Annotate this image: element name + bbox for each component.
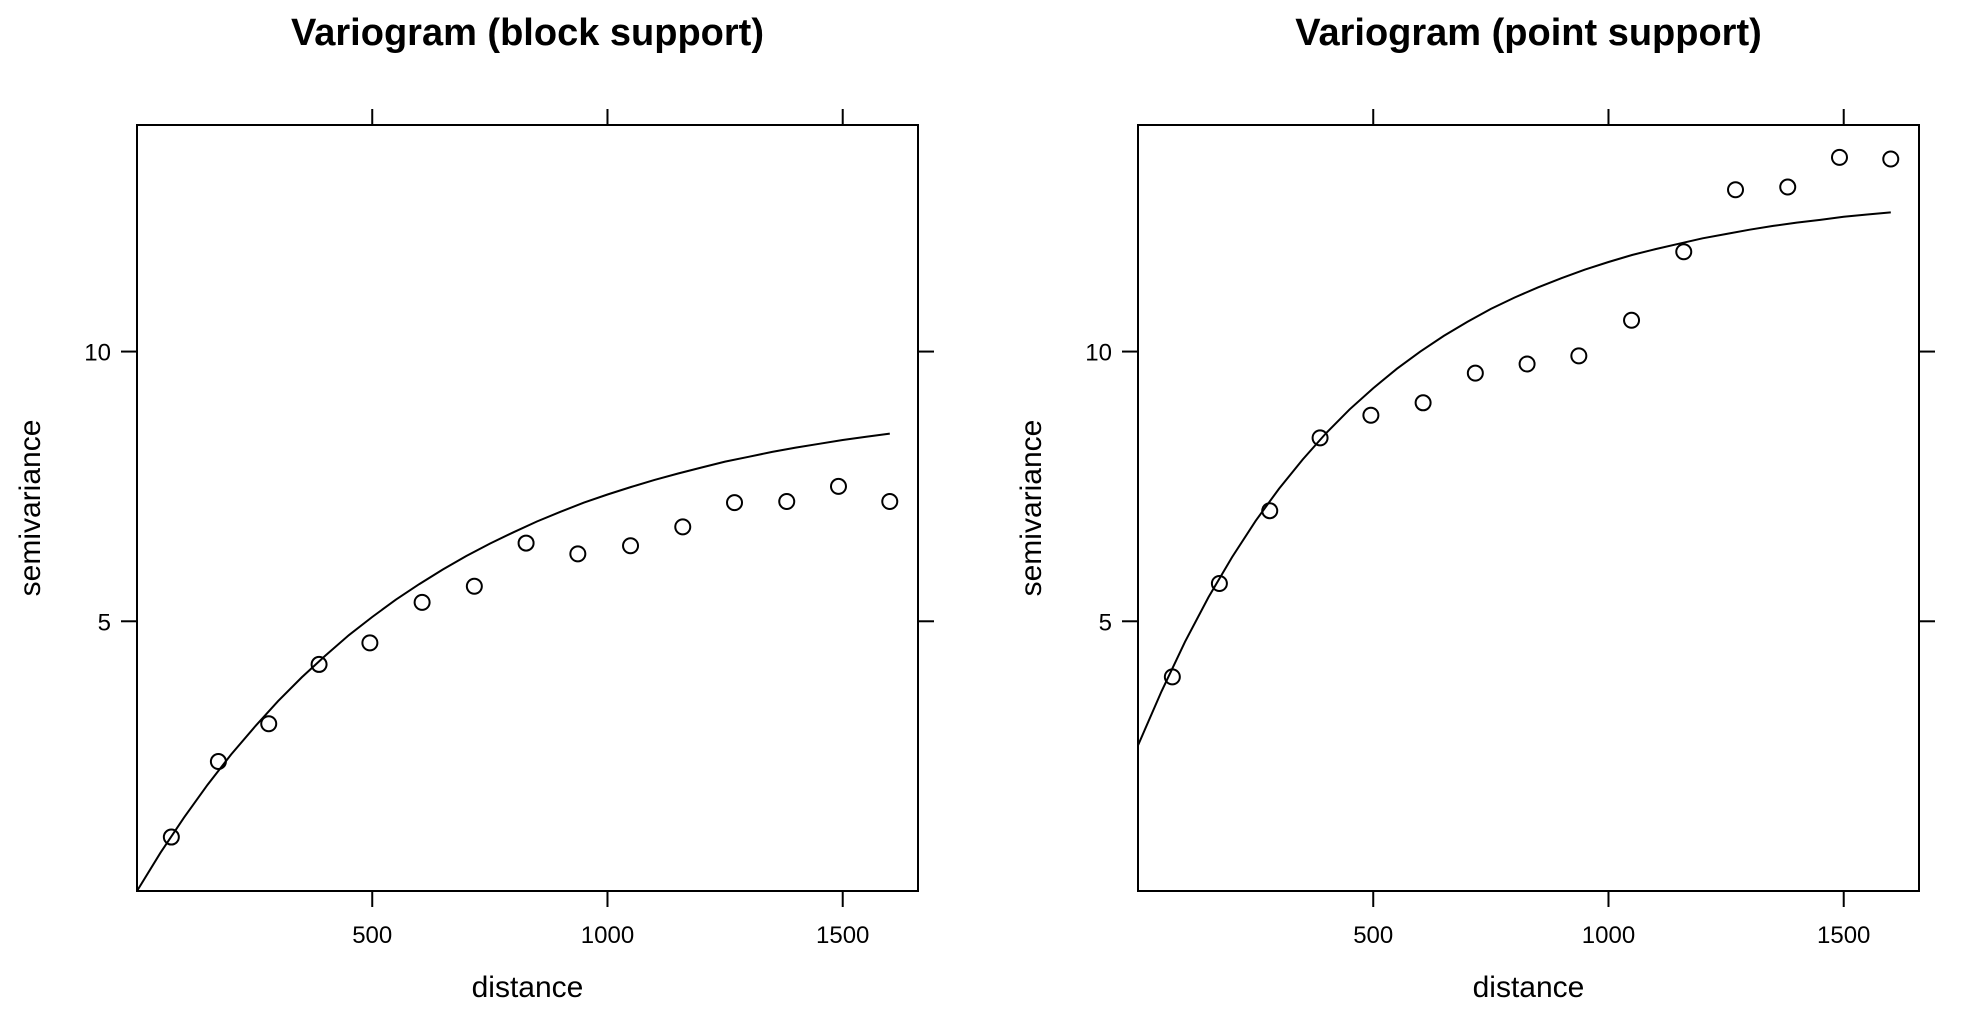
data-point bbox=[1882, 150, 1900, 168]
x-axis-label: distance bbox=[472, 971, 584, 1004]
data-point bbox=[622, 537, 640, 555]
data-point bbox=[1163, 668, 1181, 686]
data-point bbox=[260, 715, 278, 733]
data-point bbox=[778, 493, 796, 511]
data-point bbox=[361, 634, 379, 652]
data-point bbox=[1675, 243, 1693, 261]
panel-title: Variogram (block support) bbox=[291, 12, 764, 54]
y-tick-label: 10 bbox=[1085, 340, 1112, 367]
data-point bbox=[1210, 575, 1228, 593]
data-point bbox=[569, 545, 587, 563]
x-tick-label: 500 bbox=[352, 922, 392, 949]
data-point bbox=[1830, 148, 1848, 166]
data-point bbox=[829, 477, 847, 495]
y-tick-label: 5 bbox=[1099, 609, 1112, 636]
x-tick-label: 1000 bbox=[581, 922, 634, 949]
y-tick-label: 10 bbox=[84, 340, 111, 367]
data-point bbox=[1623, 311, 1641, 329]
data-point bbox=[1779, 178, 1797, 196]
x-tick-label: 1000 bbox=[1582, 922, 1635, 949]
data-point bbox=[674, 518, 692, 536]
data-point bbox=[413, 593, 431, 611]
x-axis-label: distance bbox=[1473, 971, 1585, 1004]
data-point bbox=[1362, 406, 1380, 424]
data-point bbox=[881, 493, 899, 511]
data-point bbox=[1311, 429, 1329, 447]
data-point bbox=[1570, 347, 1588, 365]
data-point bbox=[1414, 394, 1432, 412]
data-point bbox=[209, 753, 227, 771]
y-axis-label: semivariance bbox=[14, 420, 47, 597]
plot-frame bbox=[136, 124, 919, 892]
data-point bbox=[726, 494, 744, 512]
data-point bbox=[465, 577, 483, 595]
y-tick-label: 5 bbox=[98, 609, 111, 636]
plot-frame bbox=[1137, 124, 1920, 892]
data-point bbox=[162, 828, 180, 846]
data-point bbox=[1261, 502, 1279, 520]
x-tick-label: 500 bbox=[1353, 922, 1393, 949]
data-point bbox=[517, 534, 535, 552]
data-point bbox=[310, 655, 328, 673]
panel-block-support: Variogram (block support) 500 1000 1500 5 10 d… bbox=[14, 12, 934, 1004]
y-axis-label: semivariance bbox=[1015, 420, 1048, 597]
data-point bbox=[1466, 364, 1484, 382]
x-tick-label: 1500 bbox=[816, 922, 869, 949]
x-tick-label: 1500 bbox=[1817, 922, 1870, 949]
panel-title: Variogram (point support) bbox=[1295, 12, 1762, 54]
data-point bbox=[1518, 355, 1536, 373]
data-point bbox=[1727, 181, 1745, 199]
fitted-model-curve bbox=[1138, 211, 1891, 746]
fitted-model-curve bbox=[137, 432, 890, 891]
panel-point-support: Variogram (point support) 500 1000 1500 5 10 d… bbox=[1015, 12, 1935, 1004]
